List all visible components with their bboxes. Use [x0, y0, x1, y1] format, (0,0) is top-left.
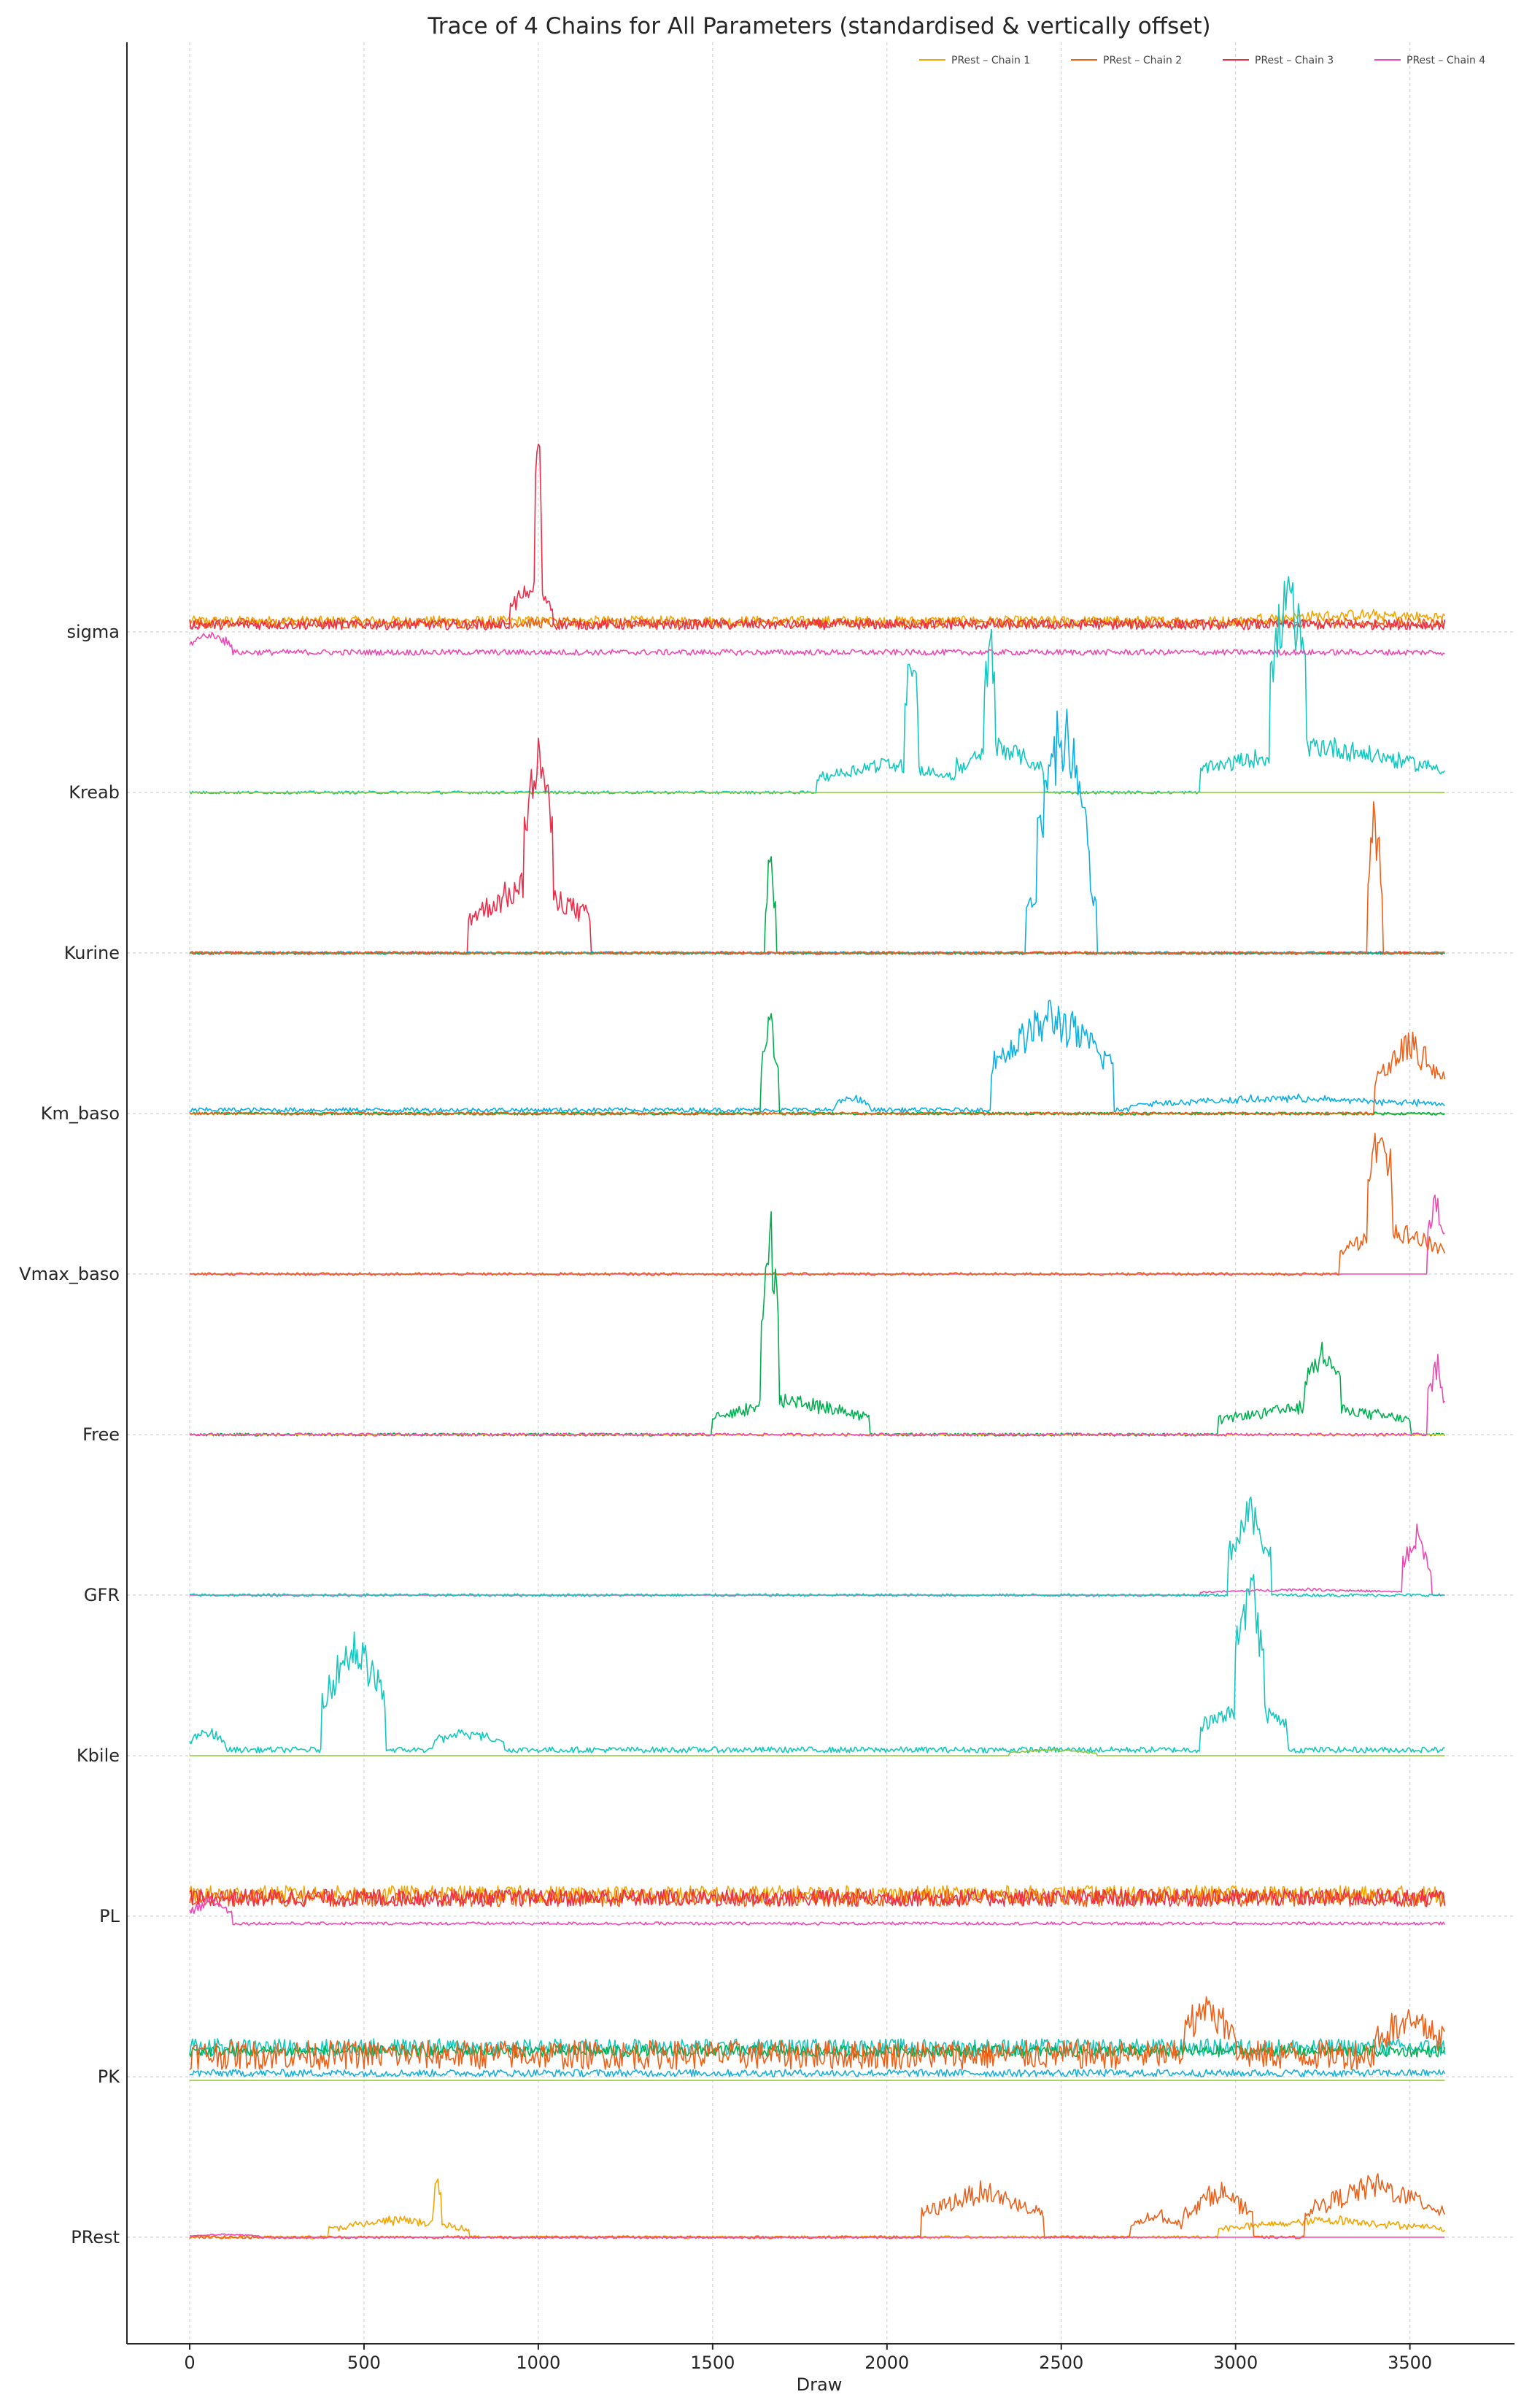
trace-kbile-21	[189, 1573, 1445, 1753]
grid-lines	[127, 42, 1514, 2344]
y-tick-pk: PK	[98, 2067, 120, 2087]
legend: PRest – Chain 1 PRest – Chain 2 PRest – Ch…	[919, 55, 1485, 66]
x-tick-3500: 3500	[1388, 2353, 1432, 2373]
x-tick-0: 0	[184, 2353, 195, 2373]
x-tick-500: 500	[347, 2353, 381, 2373]
trace-vmax_baso-15	[189, 1132, 1446, 1276]
legend-label-2: PRest – Chain 2	[1103, 55, 1182, 66]
trace-sigma-3	[189, 631, 1445, 656]
y-tick-kbile: Kbile	[77, 1745, 120, 1766]
x-axis-label: Draw	[797, 2374, 843, 2395]
trace-gfr-20	[189, 1496, 1445, 1597]
trace-pl-25	[189, 1888, 1446, 1907]
x-tick-labels: 0 500 1000 1500 2000 2500 3000 3500	[184, 2344, 1432, 2373]
trace-free-16	[189, 1211, 1446, 1437]
trace-free-18	[189, 1354, 1445, 1437]
trace-kbile-22	[190, 1748, 1445, 1756]
y-tick-labels: PRest PK PL Kbile GFR Free Vmax_baso Km_baso Kur…	[19, 622, 120, 2247]
trace-kurine-9	[190, 801, 1445, 955]
trace-km_baso-13	[189, 1031, 1446, 1116]
legend-label-3: PRest – Chain 3	[1255, 55, 1334, 66]
y-tick-prest: PRest	[71, 2227, 120, 2247]
trace-gfr-19	[190, 1523, 1445, 1596]
x-tick-1500: 1500	[690, 2353, 735, 2373]
y-tick-pl: PL	[99, 1906, 120, 1926]
trace-prest-33	[189, 2173, 1446, 2239]
trace-pk-31	[189, 1996, 1446, 2070]
trace-kurine-8	[190, 856, 1445, 954]
x-tick-1000: 1000	[516, 2353, 560, 2373]
chart-title: Trace of 4 Chains for All Parameters (st…	[427, 13, 1210, 39]
trace-km_baso-10	[189, 1000, 1445, 1113]
y-tick-kurine: Kurine	[64, 943, 120, 963]
trace-sigma-2	[189, 443, 1446, 630]
trace-kreab-4	[189, 576, 1446, 795]
trace-pl-26	[189, 1896, 1446, 1926]
trace-kurine-6	[189, 737, 1445, 955]
y-tick-vmax_baso: Vmax_baso	[19, 1264, 120, 1284]
trace-kurine-7	[189, 709, 1446, 955]
trace-lines	[189, 443, 1446, 2239]
y-tick-km_baso: Km_baso	[41, 1103, 120, 1124]
trace-vmax_baso-14	[190, 1195, 1445, 1275]
x-tick-2000: 2000	[864, 2353, 909, 2373]
trace-sigma-1	[189, 617, 1446, 629]
y-tick-gfr: GFR	[84, 1585, 120, 1605]
y-tick-sigma: sigma	[67, 622, 120, 642]
y-tick-kreab: Kreab	[69, 782, 120, 803]
y-tick-free: Free	[82, 1424, 120, 1445]
x-tick-3000: 3000	[1213, 2353, 1258, 2373]
trace-prest-34	[189, 2233, 1445, 2238]
x-tick-2500: 2500	[1039, 2353, 1083, 2373]
legend-label-4: PRest – Chain 4	[1407, 55, 1485, 66]
trace-pk-28	[189, 2069, 1446, 2077]
trace-prest-32	[189, 2178, 1446, 2239]
trace-pk-29	[189, 2045, 1446, 2058]
legend-label-1: PRest – Chain 1	[951, 55, 1030, 66]
